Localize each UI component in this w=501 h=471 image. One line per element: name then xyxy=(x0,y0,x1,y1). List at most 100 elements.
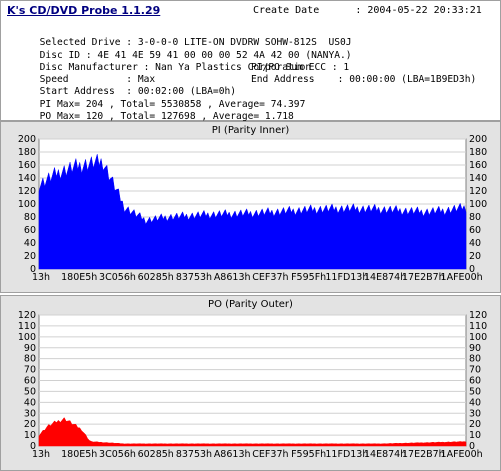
y-tick-label-left: 100 xyxy=(18,332,36,343)
app-title: K's CD/DVD Probe 1.1.29 xyxy=(7,4,161,17)
info-text: Speed : Max xyxy=(39,74,156,86)
y-tick-label-right: 160 xyxy=(469,160,487,171)
info-row-speed: Speed : Max PI/PO Sum ECC : 1 xyxy=(5,61,497,85)
y-tick-label-left: 70 xyxy=(24,365,36,376)
y-tick-label-left: 60 xyxy=(24,225,36,236)
y-tick-label-left: 40 xyxy=(24,238,36,249)
info-row-pi-stats: PI Max= 204 , Total= 5530858 , Average= … xyxy=(5,86,497,110)
x-tick-label: 180E5h xyxy=(61,449,97,460)
y-tick-label-left: 0 xyxy=(30,264,36,275)
info-row-po-stats: PO Max= 120 , Total= 127698 , Average= 1… xyxy=(5,99,497,122)
x-tick-label: 17E2B7h xyxy=(402,449,445,460)
y-tick-label-right: 10 xyxy=(469,430,481,441)
x-tick-label: 17E2B7h xyxy=(402,272,445,283)
y-tick-label-right: 80 xyxy=(469,212,481,223)
info-row-address: Start Address : 00:02:00 (LBA=0h) End Ad… xyxy=(5,74,497,97)
y-tick-label-right: 40 xyxy=(469,238,481,249)
y-tick-label-right: 80 xyxy=(469,354,481,365)
y-tick-label-left: 40 xyxy=(24,397,36,408)
y-tick-label-right: 40 xyxy=(469,397,481,408)
create-date: Create Date : 2004-05-22 20:33:21 xyxy=(253,5,482,16)
x-tick-label: 11FD13h xyxy=(325,449,368,460)
x-tick-label: 1AFE00h xyxy=(441,449,483,460)
y-tick-label-right: 90 xyxy=(469,343,481,354)
x-tick-label: 14E874h xyxy=(364,449,406,460)
info-text: PO Max= 120 , Total= 127698 , Average= 1… xyxy=(39,111,294,123)
y-tick-label-right: 120 xyxy=(469,310,487,321)
x-tick-label: CEF37h xyxy=(252,449,288,460)
series-area xyxy=(38,417,467,447)
info-text-ecc: PI/PO Sum ECC : 1 xyxy=(251,61,350,73)
y-tick-label-right: 110 xyxy=(469,321,487,332)
y-tick-label-right: 120 xyxy=(469,186,487,197)
info-text: Disc ID : 4E 41 4E 59 41 00 00 00 52 4A … xyxy=(39,49,352,61)
x-tick-label: 60285h xyxy=(138,449,174,460)
x-tick-label: 83753h xyxy=(176,272,212,283)
y-tick-label-right: 100 xyxy=(469,332,487,343)
y-tick-label-right: 140 xyxy=(469,173,487,184)
info-text: Start Address : 00:02:00 (LBA=0h) xyxy=(39,86,237,98)
pi-chart-panel: PI (Parity Inner) 0 0 20 20 40 40 60 60 80 80 100 1… xyxy=(0,121,501,293)
y-tick-label-left: 0 xyxy=(30,441,36,452)
info-rows: Selected Drive : 3-0-0-0 LITE-ON DVDRW S… xyxy=(5,25,497,122)
y-tick-label-left: 140 xyxy=(18,173,36,184)
y-tick-label-left: 20 xyxy=(24,419,36,430)
header-bar: K's CD/DVD Probe 1.1.29 Create Date : 20… xyxy=(3,4,498,21)
y-tick-label-left: 80 xyxy=(24,354,36,365)
y-tick-label-right: 60 xyxy=(469,225,481,236)
y-tick-label-right: 0 xyxy=(469,441,475,452)
info-text: Disc Manufacturer : Nan Ya Plastics Corp… xyxy=(39,61,312,73)
info-text-end-address: End Address : 00:00:00 (LBA=1B9ED3h) xyxy=(251,74,477,86)
po-chart-panel: PO (Parity Outer) 0 0 10 10 20 20 30 30 40 40 50 50… xyxy=(0,295,501,471)
info-text: PI Max= 204 , Total= 5530858 , Average= … xyxy=(39,98,306,110)
x-tick-label: 3C056h xyxy=(99,272,136,283)
y-tick-label-right: 180 xyxy=(469,147,487,158)
y-tick-label-left: 200 xyxy=(18,134,36,145)
y-tick-label-right: 50 xyxy=(469,386,481,397)
y-tick-label-right: 20 xyxy=(469,419,481,430)
y-tick-label-left: 30 xyxy=(24,408,36,419)
y-tick-label-right: 0 xyxy=(469,264,475,275)
x-tick-label: A8613h xyxy=(214,272,251,283)
y-tick-label-left: 20 xyxy=(24,251,36,262)
x-tick-label: 11FD13h xyxy=(325,272,368,283)
x-tick-label: 14E874h xyxy=(364,272,406,283)
y-tick-label-right: 20 xyxy=(469,251,481,262)
x-tick-label: 60285h xyxy=(138,272,174,283)
y-tick-label-left: 120 xyxy=(18,310,36,321)
x-tick-label: 1AFE00h xyxy=(441,272,483,283)
y-tick-label-right: 100 xyxy=(469,199,487,210)
y-tick-label-right: 30 xyxy=(469,408,481,419)
y-tick-label-right: 60 xyxy=(469,376,481,387)
x-tick-label: 3C056h xyxy=(99,449,136,460)
y-tick-label-left: 100 xyxy=(18,199,36,210)
info-row-manufacturer: Disc Manufacturer : Nan Ya Plastics Corp… xyxy=(5,50,497,73)
y-tick-label-left: 120 xyxy=(18,186,36,197)
x-tick-label: 13h xyxy=(32,272,50,283)
y-tick-label-left: 110 xyxy=(18,321,36,332)
x-tick-label: F595Fh xyxy=(291,449,326,460)
info-row-selected-drive: Selected Drive : 3-0-0-0 LITE-ON DVDRW S… xyxy=(5,25,497,48)
y-tick-label-right: 200 xyxy=(469,134,487,145)
po-chart-title: PO (Parity Outer) xyxy=(208,299,293,310)
x-tick-label: F595Fh xyxy=(291,272,326,283)
y-tick-label-left: 80 xyxy=(24,212,36,223)
y-tick-label-left: 180 xyxy=(18,147,36,158)
info-text: Selected Drive : 3-0-0-0 LITE-ON DVDRW S… xyxy=(39,37,352,49)
pi-chart-title: PI (Parity Inner) xyxy=(211,125,290,136)
x-tick-label: A8613h xyxy=(214,449,251,460)
y-tick-label-left: 160 xyxy=(18,160,36,171)
x-tick-label: 180E5h xyxy=(61,272,97,283)
pi-chart: 0 0 20 20 40 40 60 60 80 80 100 100 120 120 140 140 160 1… xyxy=(18,134,487,283)
y-tick-label-left: 10 xyxy=(24,430,36,441)
series-area xyxy=(38,154,467,270)
disc-info-panel: K's CD/DVD Probe 1.1.29 Create Date : 20… xyxy=(0,0,501,122)
y-tick-label-right: 70 xyxy=(469,365,481,376)
x-tick-label: 83753h xyxy=(176,449,212,460)
y-tick-label-left: 50 xyxy=(24,386,36,397)
x-tick-label: CEF37h xyxy=(252,272,288,283)
y-tick-label-left: 90 xyxy=(24,343,36,354)
info-row-disc-id: Disc ID : 4E 41 4E 59 41 00 00 00 52 4A … xyxy=(5,37,497,61)
x-tick-label: 13h xyxy=(32,449,50,460)
